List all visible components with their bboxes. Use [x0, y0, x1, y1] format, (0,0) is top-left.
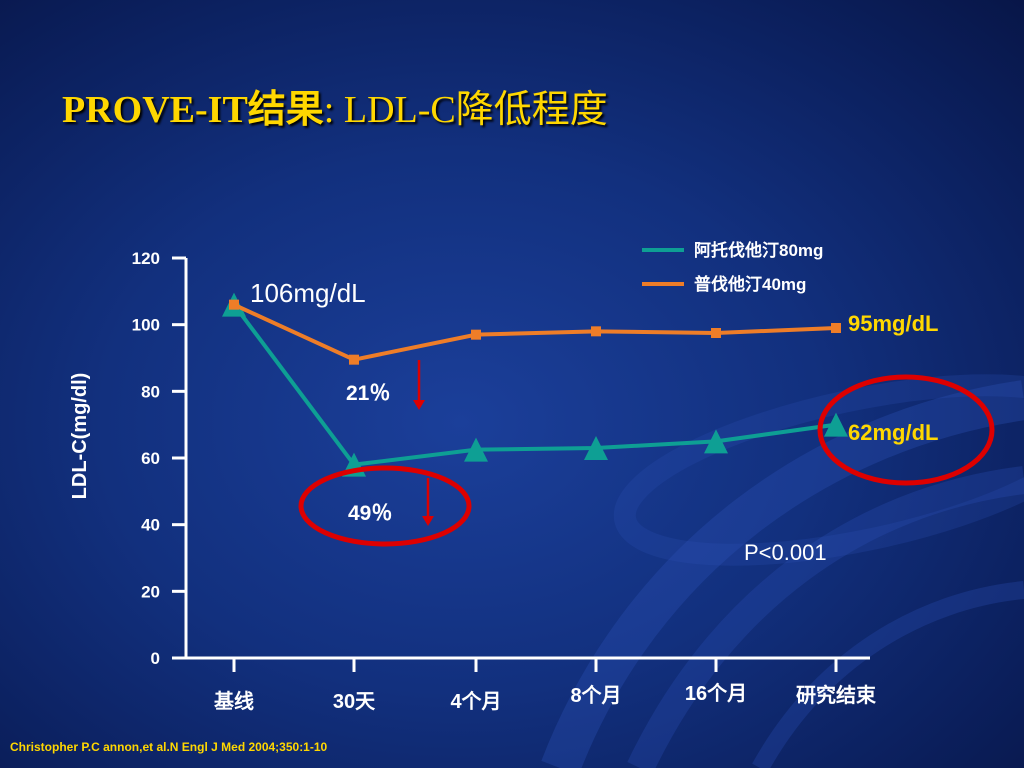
data-point-square [471, 329, 481, 340]
pravastatin-reduction-label: 21％ [346, 382, 390, 405]
baseline-annotation: 106mg/dL [250, 278, 366, 308]
y-tick-label: 100 [132, 316, 160, 335]
legend-label: 普伐他汀40mg [694, 274, 806, 294]
data-point-triangle [464, 437, 488, 462]
y-tick-label: 120 [132, 249, 160, 268]
atorvastatin-reduction-label: 49％ [348, 502, 392, 525]
series-line-1 [233, 302, 837, 362]
highlight-circle-30d [298, 465, 472, 547]
y-tick-label: 60 [141, 449, 160, 468]
x-tick-label: 研究结束 [796, 683, 877, 707]
x-tick-label: 30天 [333, 691, 376, 713]
title-bold: PROVE-IT结果 [62, 89, 324, 131]
title-subtitle: : LDL-C降低程度 [323, 89, 608, 131]
data-point-square [711, 328, 721, 338]
chart-series [222, 292, 848, 477]
x-tick-label: 8个月 [570, 684, 621, 707]
data-point-triangle [704, 429, 728, 454]
atorvastatin-end-label: 62mg/dL [848, 420, 938, 445]
chart-axes: 0 20 40 60 80 100 120 基线 30天 4个月 8个月 16个月 研究结束 [132, 249, 877, 713]
page-title: PROVE-IT结果: LDL-C降低程度 [62, 78, 608, 133]
p-value-label: P<0.001 [744, 540, 827, 565]
x-tick-label: 4个月 [450, 690, 501, 713]
legend-label: 阿托伐他汀80mg [694, 240, 823, 260]
citation: Christopher P.C annon,et al.N Engl J Med… [10, 740, 328, 754]
x-tick-label: 基线 [214, 689, 254, 713]
series-line-0 [232, 303, 837, 467]
y-tick-label: 0 [151, 649, 160, 668]
data-point-square [831, 323, 841, 333]
y-tick-label: 20 [141, 582, 160, 601]
data-point-square [229, 299, 239, 310]
chart-legend: 阿托伐他汀80mg 普伐他汀40mg [642, 240, 823, 294]
y-tick-label: 40 [141, 516, 160, 535]
pravastatin-drop-arrowhead [413, 400, 425, 410]
data-point-triangle [584, 436, 608, 460]
atorvastatin-drop-arrowhead [422, 516, 434, 526]
x-tick-label: 16个月 [685, 682, 747, 705]
data-point-square [349, 354, 359, 365]
highlight-circle-end [817, 374, 995, 486]
data-point-triangle [824, 412, 848, 437]
data-point-square [591, 326, 601, 337]
y-axis-label: LDL-C(mg/dl) [69, 373, 91, 500]
y-tick-label: 80 [141, 382, 160, 401]
pravastatin-end-label: 95mg/dL [848, 311, 938, 336]
